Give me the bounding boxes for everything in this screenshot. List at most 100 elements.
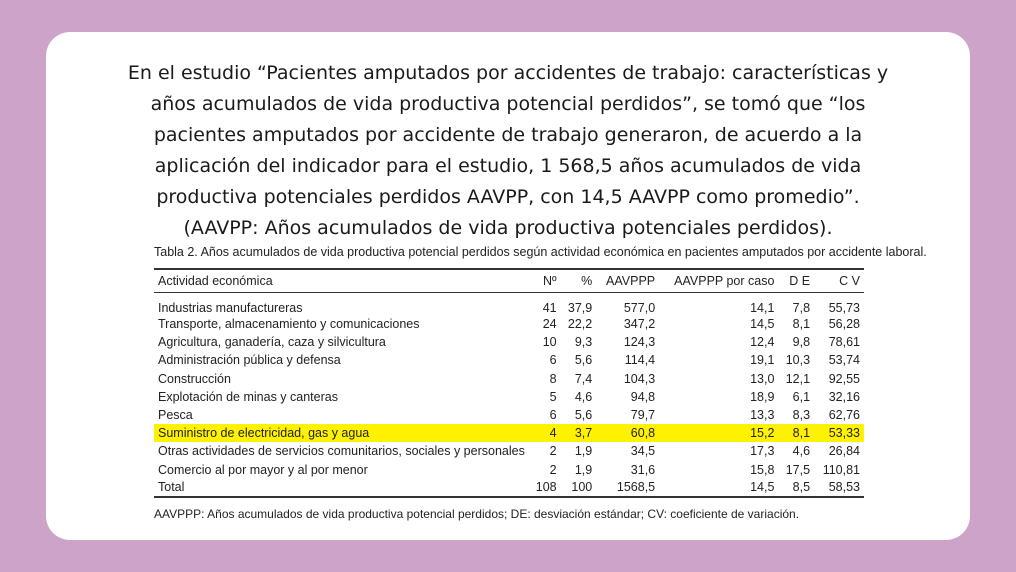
table-row: Explotación de minas y canteras 5 4,6 94,8 1…	[154, 388, 864, 406]
cell-value: 8,1	[792, 317, 811, 332]
cell-value: 92,55	[828, 371, 860, 386]
table-body: Industrias manufactureras 41 37,9 577,0 14,1…	[154, 293, 864, 497]
cell-value: 15,8	[750, 462, 775, 477]
cell-value: 10	[542, 335, 557, 350]
cell-value: 12,1	[785, 371, 811, 386]
cell-value: 60,8	[596, 424, 660, 443]
cell-value: 5,6	[574, 408, 593, 423]
cell-value: 18,9	[750, 389, 775, 404]
cell-value: 14,1	[750, 301, 775, 315]
intro-line: años acumulados de vida productiva poten…	[150, 93, 866, 115]
cell-value: 56,28	[828, 317, 860, 332]
intro-line: productiva potenciales perdidos AAVPP, c…	[156, 186, 860, 208]
cell-value: 108	[535, 480, 557, 495]
intro-line: aplicación del indicador para el estudio…	[154, 155, 862, 177]
cell-value: 13,3	[750, 408, 775, 423]
cell-value: 104,3	[623, 371, 656, 386]
intro-line: En el estudio “Pacientes amputados por a…	[127, 62, 889, 84]
cell-activity: Total	[158, 480, 185, 495]
cell-value: 6	[549, 408, 557, 423]
table-row: Industrias manufactureras 41 37,9 577,0 14,1…	[154, 293, 864, 315]
cell-value: 22,2	[567, 317, 593, 332]
cell-activity: Industrias manufactureras	[158, 301, 303, 315]
cell-value: 13,0	[750, 371, 775, 386]
cell-value: 2	[549, 444, 557, 459]
cell-activity: Transporte, almacenamiento y comunicacio…	[158, 317, 420, 332]
table-row: Administración pública y defensa 6 5,6 114,…	[154, 351, 864, 369]
cell-value: 55,73	[828, 301, 860, 315]
cell-value: 5,6	[574, 353, 593, 368]
cell-value: 1,9	[574, 462, 593, 477]
intro-paragraph: En el estudio “Pacientes amputados por a…	[46, 58, 970, 244]
cell-value: 17,5	[785, 462, 811, 477]
cell-value: 37,9	[567, 301, 593, 315]
table-caption: Tabla 2. Años acumulados de vida product…	[154, 245, 927, 259]
cell-value: 1,9	[574, 444, 593, 459]
cell-value: 58,53	[828, 480, 860, 495]
cell-value: 8	[549, 371, 557, 386]
cell-value: 4,6	[574, 389, 593, 404]
cell-value: 6,1	[792, 389, 811, 404]
intro-line: pacientes amputados por accidente de tra…	[153, 124, 863, 146]
cell-value: 62,76	[828, 408, 860, 423]
cell-value: 14,5	[750, 317, 775, 332]
cell-value: 17,3	[750, 444, 775, 459]
cell-value: 6	[549, 353, 557, 368]
cell-value: 34,5	[630, 444, 656, 459]
table-row-highlighted: Suministro de electricidad, gas y agua 4 3…	[154, 424, 864, 443]
cell-value: 8,3	[792, 408, 811, 423]
cell-value: 114,4	[624, 353, 656, 368]
cell-value: 12,4	[750, 335, 775, 350]
table-row: Transporte, almacenamiento y comunicacio…	[154, 315, 864, 333]
cell-value: 53,33	[814, 424, 864, 443]
cell-value: 1568,5	[616, 480, 656, 495]
header-activity: Actividad económica	[158, 274, 273, 288]
cell-value: 79,7	[630, 408, 656, 423]
cell-value: 8,1	[778, 424, 815, 443]
table-footnote: AAVPPP: Años acumulados de vida producti…	[154, 506, 800, 521]
table-figure: Tabla 2. Años acumulados de vida product…	[154, 244, 927, 522]
cell-activity: Otras actividades de servicios comunitar…	[158, 444, 525, 459]
cell-value: 94,8	[630, 389, 656, 404]
table-row: Pesca 6 5,6 79,7 13,3 8,3 62,76	[154, 406, 864, 424]
cell-activity: Agricultura, ganadería, caza y silvicult…	[158, 335, 386, 350]
cell-value: 14,5	[750, 480, 775, 495]
table-row: Otras actividades de servicios comunitar…	[154, 442, 864, 460]
cell-activity: Pesca	[158, 408, 193, 423]
cell-value: 4	[528, 424, 561, 443]
cell-value: 2	[549, 462, 557, 477]
cell-value: 19,1	[750, 353, 775, 368]
header-cv: C V	[839, 274, 860, 288]
cell-value: 24	[542, 317, 557, 332]
cell-value: 7,4	[574, 371, 593, 386]
cell-value: 41	[542, 301, 557, 315]
table-row: Comercio al por mayor y al por menor 2 1,9…	[154, 461, 864, 479]
cell-value: 15,2	[659, 424, 779, 443]
cell-value: 9,3	[574, 335, 593, 350]
cell-value: 10,3	[785, 353, 811, 368]
header-de: D E	[789, 274, 811, 288]
header-aavppp: AAVPPP	[606, 274, 656, 288]
cell-value: 32,16	[828, 389, 860, 404]
table-header-row: Actividad económica Nº % AAVPPP AAVPPP p…	[154, 269, 864, 293]
cell-value: 100	[571, 480, 593, 495]
cell-value: 78,61	[828, 335, 860, 350]
cell-value: 4,6	[792, 444, 811, 459]
cell-value: 124,3	[623, 335, 656, 350]
header-aavppp-per-case: AAVPPP por caso	[674, 274, 775, 288]
cell-activity: Suministro de electricidad, gas y agua	[154, 424, 529, 443]
cell-value: 53,74	[828, 353, 860, 368]
cell-value: 347,2	[623, 317, 656, 332]
cell-activity: Construcción	[158, 371, 231, 386]
cell-value: 5	[549, 389, 557, 404]
cell-value: 577,0	[623, 301, 656, 315]
content-card: En el estudio “Pacientes amputados por a…	[46, 32, 970, 540]
cell-value: 31,6	[630, 462, 656, 477]
cell-activity: Administración pública y defensa	[158, 353, 341, 368]
cell-activity: Explotación de minas y canteras	[158, 389, 338, 404]
cell-activity: Comercio al por mayor y al por menor	[158, 462, 368, 477]
table-row: Construcción 8 7,4 104,3 13,0 12,1 92,55	[154, 370, 864, 388]
cell-value: 3,7	[560, 424, 597, 443]
table-total-row: Total 108 100 1568,5 14,5 8,5 58,53	[154, 479, 864, 497]
cell-value: 26,84	[828, 444, 860, 459]
